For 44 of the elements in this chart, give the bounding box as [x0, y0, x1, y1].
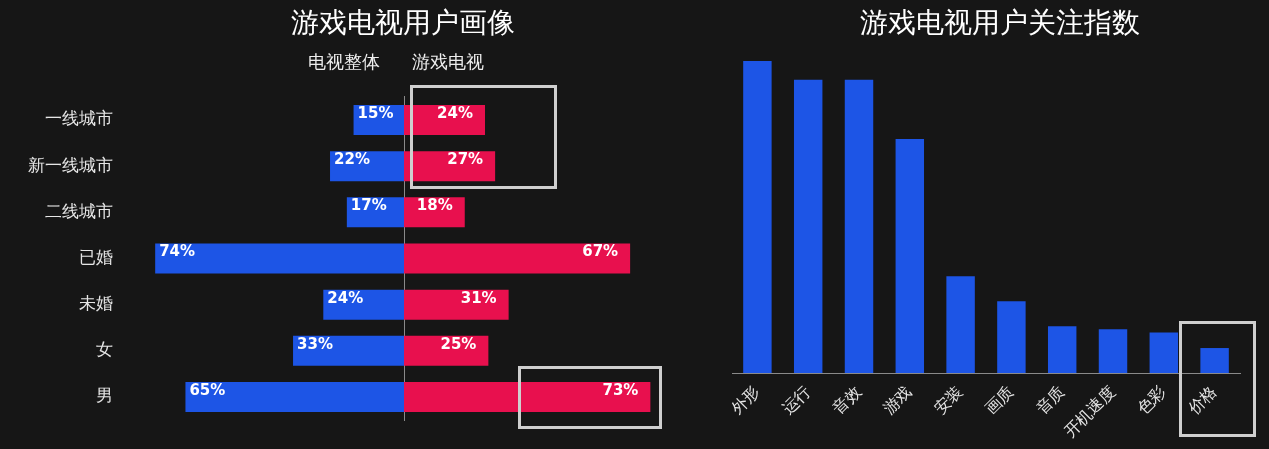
x-tick-label: 价格	[1183, 382, 1221, 419]
bar	[743, 61, 772, 373]
y-tick-label: 女	[96, 339, 113, 360]
x-tick-label: 外形	[727, 382, 764, 419]
bar	[844, 79, 874, 373]
series-label: 游戏电视	[412, 50, 484, 74]
data-label: 31%	[460, 288, 497, 307]
y-tick-label: 二线城市	[45, 200, 113, 221]
y-tick-label: 一线城市	[45, 108, 113, 129]
x-tick-label: 游戏	[879, 382, 916, 419]
y-tick-label: 未婚	[79, 293, 113, 314]
y-tick-label: 已婚	[79, 246, 113, 267]
data-label: 18%	[416, 196, 453, 215]
x-tick-label: 音质	[1031, 382, 1068, 419]
data-label: 27%	[447, 150, 484, 169]
bar	[793, 79, 823, 373]
data-label: 17%	[350, 196, 387, 215]
data-label: 15%	[357, 103, 394, 122]
chart-title: 游戏电视用户画像	[291, 5, 515, 41]
chart-title: 游戏电视用户关注指数	[860, 5, 1140, 41]
data-label: 24%	[437, 103, 473, 122]
x-tick-label: 画质	[981, 382, 1018, 419]
bar	[946, 276, 975, 373]
series-label: 电视整体	[308, 50, 380, 74]
bar	[1047, 326, 1077, 373]
data-label: 74%	[159, 242, 196, 261]
x-tick-label: 运行	[777, 382, 814, 419]
bar	[1149, 332, 1179, 373]
bar	[895, 139, 925, 373]
data-label: 73%	[602, 380, 639, 399]
data-label: 25%	[440, 334, 477, 353]
data-label: 67%	[582, 242, 619, 261]
bar	[1098, 329, 1128, 373]
y-tick-label: 男	[96, 385, 113, 406]
x-tick-label: 色彩	[1133, 382, 1170, 419]
bar	[1200, 348, 1229, 373]
x-tick-label: 音效	[828, 382, 865, 419]
bar	[997, 301, 1026, 373]
y-tick-label: 新一线城市	[28, 154, 113, 175]
data-label: 24%	[327, 288, 364, 307]
data-label: 65%	[189, 380, 226, 399]
data-label: 22%	[334, 150, 370, 169]
x-tick-label: 安装	[930, 382, 967, 419]
data-label: 33%	[297, 334, 333, 353]
